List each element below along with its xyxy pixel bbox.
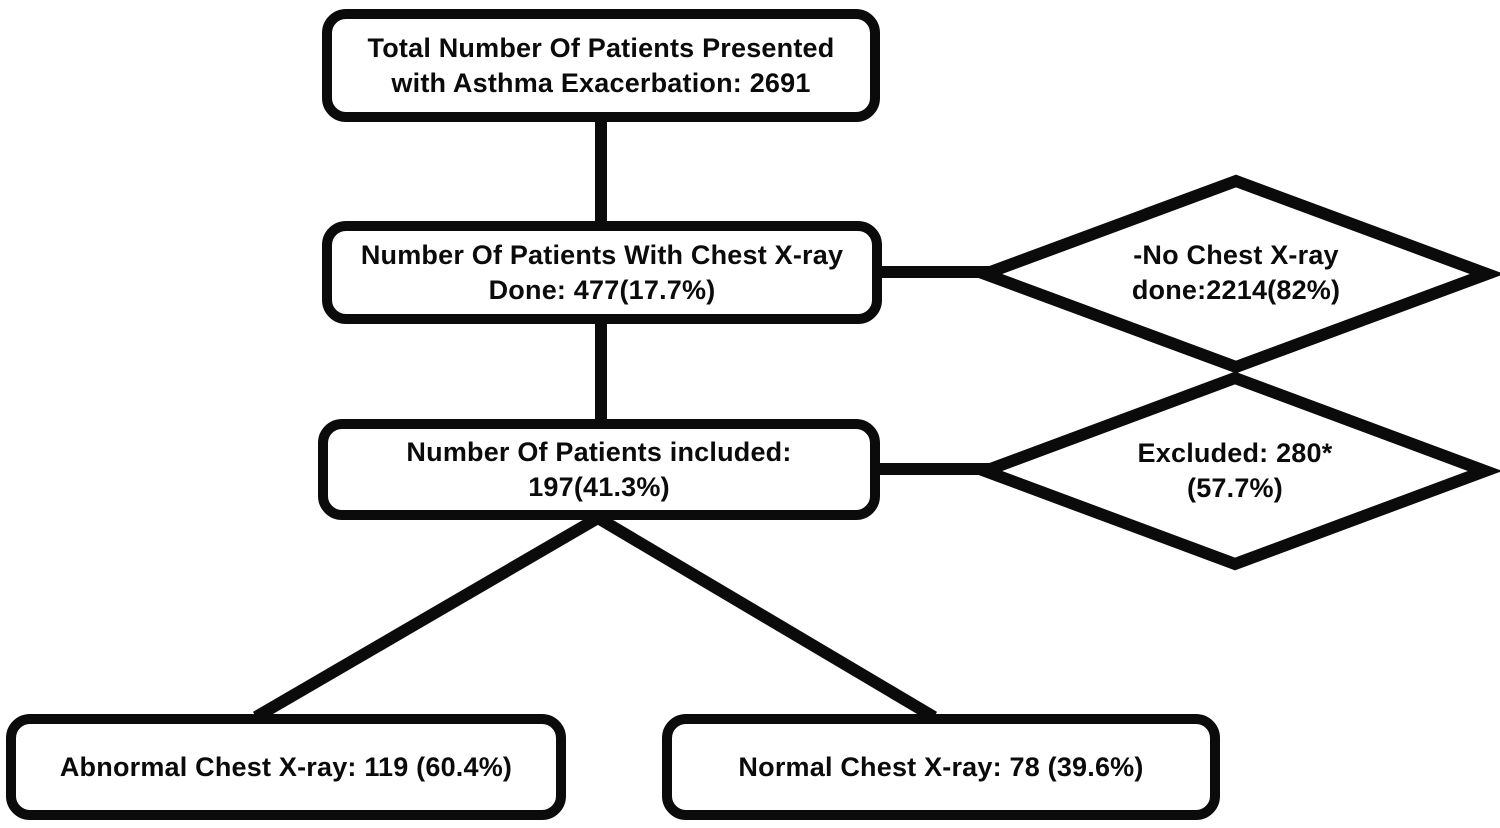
diamond-excluded: Excluded: 280* (57.7%) [1035, 429, 1435, 513]
node-included: Number Of Patients included: 197(41.3%) [318, 419, 880, 520]
node-normal-xray-label: Normal Chest X-ray: 78 (39.6%) [738, 752, 1144, 782]
diamond-no-xray: -No Chest X-ray done:2214(82%) [1036, 231, 1436, 315]
node-normal-xray: Normal Chest X-ray: 78 (39.6%) [662, 714, 1220, 820]
diamond-no-xray-label: -No Chest X-ray done:2214(82%) [1131, 240, 1341, 305]
diamond-excluded-shape [967, 371, 1500, 571]
node-xray-done-label: Number Of Patients With Chest X-ray Done… [360, 239, 844, 305]
node-total-patients: Total Number Of Patients Presented with … [322, 9, 880, 122]
node-included-label: Number Of Patients included: 197(41.3%) [406, 436, 792, 502]
edge-included-to-normal [594, 512, 938, 723]
node-abnormal-xray-label: Abnormal Chest X-ray: 119 (60.4%) [59, 752, 513, 782]
edge-included-to-abnormal [252, 512, 602, 723]
node-total-patients-label: Total Number Of Patients Presented with … [367, 32, 835, 98]
diamond-excluded-label: Excluded: 280* (57.7%) [1137, 438, 1333, 503]
diamond-no-xray-shape [967, 174, 1500, 374]
node-abnormal-xray: Abnormal Chest X-ray: 119 (60.4%) [6, 714, 566, 820]
node-xray-done: Number Of Patients With Chest X-ray Done… [322, 221, 882, 324]
